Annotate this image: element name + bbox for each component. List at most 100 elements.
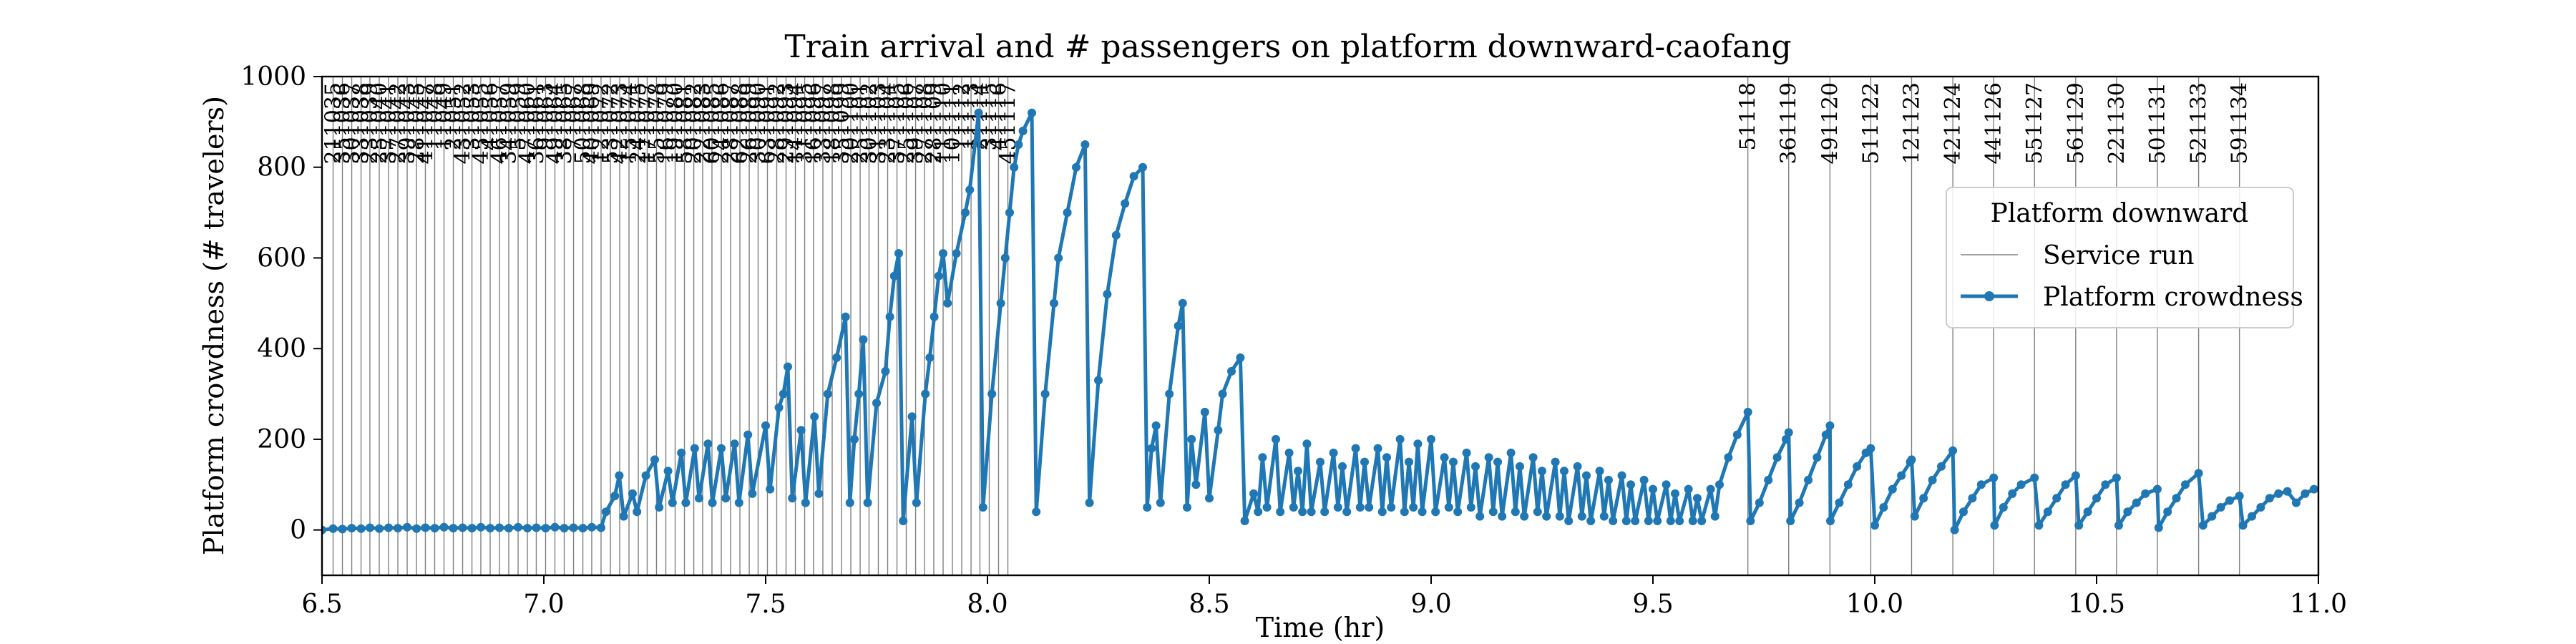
service-run-label: 241075 (626, 82, 651, 165)
x-tick-label: 7.5 (745, 590, 786, 619)
service-run-label: 501068 (571, 82, 596, 165)
crowdness-point (1919, 494, 1928, 503)
crowdness-point (766, 484, 775, 494)
crowdness-point (1183, 503, 1191, 512)
crowdness-point (1907, 455, 1916, 464)
crowdness-point (930, 312, 939, 321)
crowdness-point (1764, 475, 1773, 484)
crowdness-point (885, 312, 894, 321)
service-run-label: 411047 (413, 82, 438, 165)
crowdness-point (1516, 462, 1524, 471)
crowdness-point (1950, 525, 1959, 535)
service-run-label: 261089 (737, 82, 762, 165)
crowdness-point (384, 523, 393, 532)
crowdness-point (1621, 517, 1631, 525)
crowdness-point (1853, 462, 1862, 471)
service-run-label: 401069 (580, 82, 605, 165)
crowdness-point (610, 492, 620, 501)
crowdness-point (734, 498, 743, 507)
crowdness-point (1879, 503, 1888, 512)
crowdness-point (1511, 507, 1520, 517)
service-run-label: 511122 (1858, 82, 1883, 165)
crowdness-point (996, 298, 1005, 308)
crowdness-point (1542, 512, 1551, 521)
crowdness-point (569, 523, 578, 532)
crowdness-point (921, 389, 930, 399)
service-run-label: 391107 (904, 82, 929, 165)
crowdness-point (743, 430, 753, 439)
service-run-label: 521133 (2187, 82, 2212, 165)
crowdness-point (801, 498, 810, 507)
crowdness-point (2207, 512, 2217, 521)
service-run-label: 351036 (331, 82, 356, 165)
crowdness-point (1377, 507, 1387, 517)
crowdness-point (1609, 517, 1618, 525)
crowdness-point (2030, 473, 2039, 482)
crowdness-point (1706, 484, 1715, 494)
service-run-label: 161079 (654, 82, 679, 165)
crowdness-point (1094, 376, 1103, 385)
x-tick-label: 10.5 (2068, 590, 2125, 619)
crowdness-point (841, 312, 850, 321)
crowdness-point (1143, 503, 1152, 512)
crowdness-point (1409, 503, 1418, 512)
crowdness-point (1289, 503, 1298, 512)
crowdness-point (375, 524, 384, 533)
crowdness-point (560, 524, 569, 533)
crowdness-point (1746, 517, 1755, 525)
y-axis: 0 200 400 600 800 1000 (240, 62, 322, 545)
crowdness-point (366, 523, 374, 532)
crowdness-point (1405, 457, 1413, 467)
service-run-label: 141094 (784, 82, 809, 165)
x-tick-label: 8.0 (967, 590, 1008, 619)
plot-area-frame (321, 75, 2320, 577)
crowdness-point (578, 524, 587, 533)
crowdness-point (1666, 517, 1675, 525)
crowdness-point (2061, 480, 2070, 489)
crowdness-point (912, 498, 921, 507)
crowdness-point (784, 362, 792, 371)
crowdness-point (1449, 457, 1458, 467)
crowdness-point (952, 249, 961, 258)
crowdness-point (1298, 507, 1307, 517)
crowdness-point (1639, 475, 1649, 484)
crowdness-point (1990, 521, 1999, 530)
crowdness-point (1365, 503, 1374, 512)
crowdness-point (1028, 108, 1036, 117)
service-run-label: 341059 (497, 82, 522, 165)
crowdness-point (681, 498, 691, 507)
crowdness-point (1959, 507, 1968, 517)
crowdness-point (1533, 507, 1542, 517)
crowdness-point (1732, 430, 1742, 439)
crowdness-point (2256, 503, 2265, 512)
crowdness-point (974, 108, 983, 117)
x-tick-label: 10.0 (1846, 590, 1903, 619)
crowdness-point (1662, 480, 1671, 489)
service-run-label: 301037 (340, 82, 365, 165)
crowdness-point (421, 523, 430, 532)
service-run-label: 211035 (321, 82, 346, 165)
service-run-label: 171077 (635, 82, 660, 165)
crowdness-point (1586, 517, 1596, 525)
crowdness-point (1072, 162, 1080, 172)
service-run-label: 331097 (811, 82, 836, 165)
service-run-label: 531072 (598, 82, 623, 165)
crowdness-point (1156, 498, 1165, 507)
service-run-label: 421073 (608, 82, 633, 165)
crowdness-point (619, 512, 628, 521)
crowdness-point (663, 467, 673, 476)
crowdness-point (1976, 480, 1986, 489)
crowdness-point (1054, 253, 1063, 263)
service-run-label: 11112 (950, 82, 975, 150)
crowdness-point (449, 524, 458, 533)
service-run-label: 111110 (931, 82, 956, 165)
y-tick-label: 1000 (240, 62, 306, 92)
crowdness-point (412, 524, 421, 533)
crowdness-point (458, 523, 467, 532)
service-run-label: 281087 (718, 82, 743, 165)
legend-box (1946, 187, 2294, 328)
legend-service-run-label: Service run (2043, 241, 2195, 270)
crowdness-point (1551, 457, 1560, 467)
service-run-label: 281109 (922, 82, 947, 165)
crowdness-point (1617, 471, 1626, 480)
